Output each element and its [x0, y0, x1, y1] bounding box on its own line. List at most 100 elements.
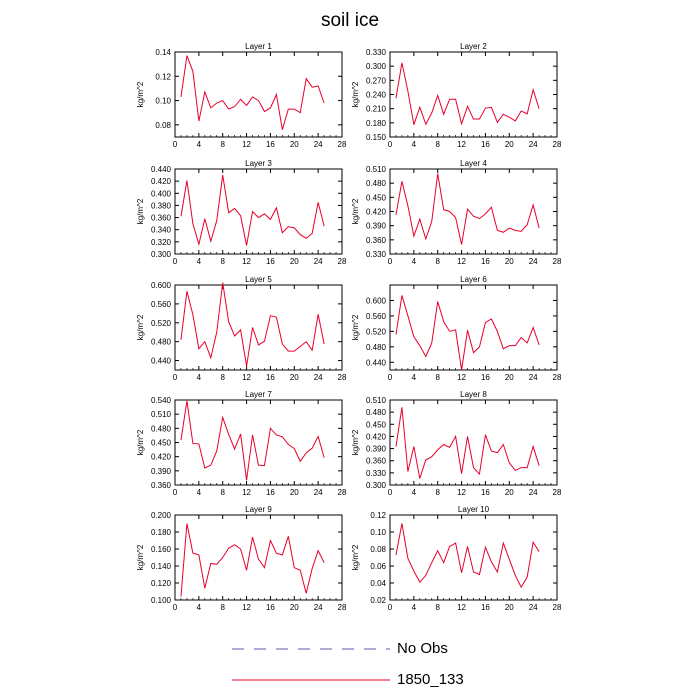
y-tick-label: 0.12 [155, 72, 171, 81]
y-tick-label: 0.600 [366, 296, 387, 305]
y-tick-label: 0.120 [151, 579, 172, 588]
y-tick-label: 0.360 [151, 481, 172, 490]
panel-title: Layer 9 [245, 505, 272, 514]
panel-title: Layer 8 [460, 390, 487, 399]
y-tick-label: 0.420 [151, 177, 172, 186]
series-line [395, 407, 540, 479]
y-tick-label: 0.450 [366, 193, 387, 202]
x-tick-label: 4 [197, 140, 202, 149]
y-tick-label: 0.440 [151, 357, 172, 366]
y-tick-label: 0.160 [151, 545, 172, 554]
y-tick-label: 0.420 [366, 208, 387, 217]
series-line [180, 282, 325, 367]
y-tick-label: 0.300 [151, 250, 172, 259]
x-tick-label: 12 [457, 603, 466, 612]
y-tick-label: 0.360 [151, 214, 172, 223]
y-tick-label: 0.14 [155, 48, 171, 57]
panel-layer-8: Layer 8 kg/m^2 0 4 8 12 16 20 24 28 0.300 0.330 0.36… [351, 390, 562, 497]
y-tick-label: 0.180 [366, 119, 387, 128]
x-tick-label: 8 [220, 257, 225, 266]
x-tick-label: 16 [266, 257, 275, 266]
y-tick-label: 0.320 [151, 238, 172, 247]
y-tick-label: 0.08 [370, 545, 386, 554]
x-tick-label: 16 [266, 603, 275, 612]
x-tick-label: 24 [529, 257, 538, 266]
x-tick-label: 4 [412, 373, 417, 382]
y-tick-label: 0.340 [151, 226, 172, 235]
x-tick-label: 12 [457, 488, 466, 497]
x-tick-label: 8 [435, 373, 440, 382]
x-tick-label: 28 [338, 257, 347, 266]
x-tick-label: 20 [290, 140, 299, 149]
x-tick-label: 12 [242, 373, 251, 382]
y-tick-label: 0.520 [151, 319, 172, 328]
x-tick-label: 16 [481, 140, 490, 149]
x-tick-label: 28 [338, 140, 347, 149]
y-tick-label: 0.440 [151, 165, 172, 174]
x-tick-label: 0 [173, 603, 178, 612]
x-tick-label: 28 [338, 603, 347, 612]
y-tick-label: 0.300 [366, 62, 387, 71]
y-tick-label: 0.440 [366, 358, 387, 367]
y-tick-label: 0.420 [366, 432, 387, 441]
x-tick-label: 4 [197, 257, 202, 266]
x-tick-label: 12 [242, 257, 251, 266]
y-tick-label: 0.510 [151, 410, 172, 419]
x-tick-label: 20 [505, 488, 514, 497]
x-tick-label: 20 [505, 140, 514, 149]
panel-title: Layer 7 [245, 390, 272, 399]
y-tick-label: 0.480 [151, 338, 172, 347]
x-tick-label: 28 [553, 257, 562, 266]
x-tick-label: 4 [412, 603, 417, 612]
panel-layer-3: Layer 3 kg/m^2 0 4 8 12 16 20 24 28 0.300 0.320 0.34… [136, 159, 347, 266]
y-tick-label: 0.560 [366, 312, 387, 321]
x-tick-label: 24 [529, 603, 538, 612]
x-tick-label: 16 [481, 257, 490, 266]
x-tick-label: 16 [481, 373, 490, 382]
y-tick-label: 0.540 [151, 396, 172, 405]
y-tick-label: 0.450 [151, 439, 172, 448]
x-tick-label: 12 [457, 373, 466, 382]
x-tick-label: 20 [290, 257, 299, 266]
y-tick-label: 0.390 [366, 445, 387, 454]
panel-layer-7: Layer 7 kg/m^2 0 4 8 12 16 20 24 28 0.360 0.390 0.42… [136, 390, 347, 497]
y-tick-label: 0.04 [370, 579, 386, 588]
panel-layer-2: Layer 2 kg/m^2 0 4 8 12 16 20 24 28 0.150 0.180 0.21… [351, 42, 562, 149]
y-tick-label: 0.10 [370, 528, 386, 537]
x-tick-label: 0 [173, 488, 178, 497]
x-tick-label: 16 [266, 140, 275, 149]
x-tick-label: 4 [412, 257, 417, 266]
x-tick-label: 20 [290, 603, 299, 612]
x-tick-label: 0 [388, 257, 393, 266]
x-tick-label: 4 [197, 373, 202, 382]
y-tick-label: 0.390 [151, 467, 172, 476]
y-tick-label: 0.360 [366, 457, 387, 466]
series-line [180, 174, 325, 247]
y-tick-label: 0.150 [366, 133, 387, 142]
y-tick-label: 0.08 [155, 121, 171, 130]
y-tick-label: 0.330 [366, 48, 387, 57]
y-tick-label: 0.06 [370, 562, 386, 571]
y-axis-label: kg/m^2 [136, 314, 145, 340]
panel-title: Layer 1 [245, 42, 272, 51]
x-tick-label: 12 [457, 140, 466, 149]
y-axis-label: kg/m^2 [351, 429, 360, 455]
series-line [180, 523, 325, 597]
x-tick-label: 24 [314, 140, 323, 149]
x-tick-label: 8 [220, 488, 225, 497]
x-tick-label: 4 [412, 488, 417, 497]
x-tick-label: 12 [242, 140, 251, 149]
y-tick-label: 0.180 [151, 528, 172, 537]
x-tick-label: 20 [290, 373, 299, 382]
y-tick-label: 0.510 [366, 165, 387, 174]
y-tick-label: 0.240 [366, 91, 387, 100]
x-tick-label: 24 [314, 488, 323, 497]
y-axis-label: kg/m^2 [136, 544, 145, 570]
x-tick-label: 28 [338, 373, 347, 382]
y-tick-label: 0.400 [151, 189, 172, 198]
panel-layer-9: Layer 9 kg/m^2 0 4 8 12 16 20 24 28 0.100 0.120 0.14… [136, 505, 347, 612]
x-tick-label: 4 [412, 140, 417, 149]
x-tick-label: 28 [553, 140, 562, 149]
